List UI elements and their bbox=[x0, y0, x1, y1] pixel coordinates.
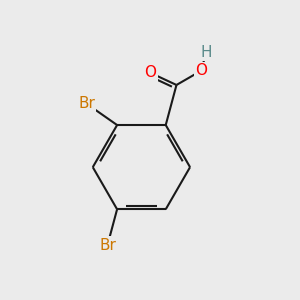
Text: H: H bbox=[200, 45, 212, 60]
Text: O: O bbox=[195, 63, 207, 78]
Text: Br: Br bbox=[78, 96, 95, 111]
Text: Br: Br bbox=[99, 238, 116, 253]
Text: O: O bbox=[145, 65, 157, 80]
